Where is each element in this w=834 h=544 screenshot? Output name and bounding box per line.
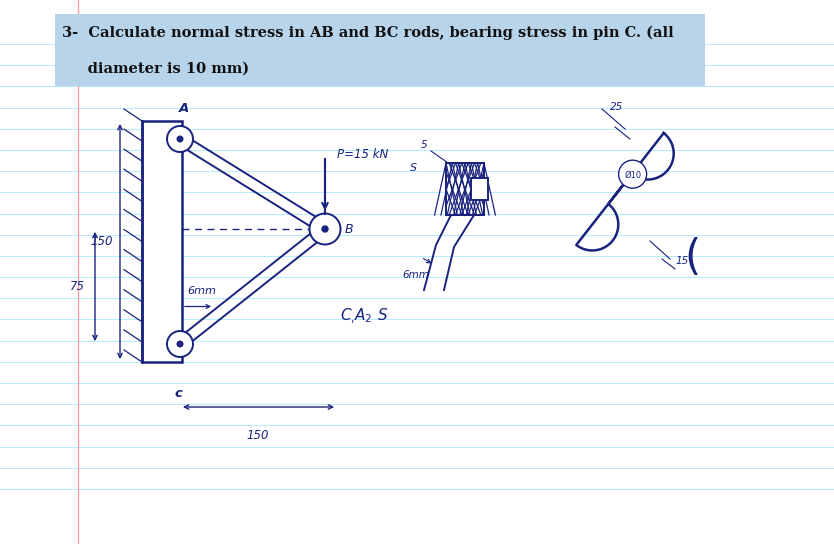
Text: 150: 150	[247, 429, 269, 442]
Circle shape	[309, 213, 340, 244]
Text: 75: 75	[69, 280, 84, 293]
Text: B: B	[345, 222, 354, 236]
Circle shape	[177, 341, 183, 347]
Text: 15: 15	[675, 256, 688, 266]
Text: c: c	[174, 387, 182, 400]
Text: 5: 5	[420, 140, 427, 150]
Text: $C_{,}A_{2}$ S: $C_{,}A_{2}$ S	[340, 306, 388, 326]
Bar	[55, 14, 705, 86]
Text: Ø10: Ø10	[624, 171, 641, 180]
Circle shape	[322, 226, 328, 232]
Circle shape	[167, 331, 193, 357]
Circle shape	[619, 160, 646, 188]
Text: A: A	[178, 102, 189, 115]
Bar	[446, 163, 484, 215]
Text: 25: 25	[610, 102, 623, 112]
Text: diameter is 10 mm): diameter is 10 mm)	[62, 62, 249, 76]
Bar	[142, 121, 182, 362]
Text: 6mm: 6mm	[187, 287, 216, 296]
Text: P=15 kN: P=15 kN	[337, 147, 389, 160]
Text: 3-  Calculate normal stress in AB and BC rods, bearing stress in pin C. (all: 3- Calculate normal stress in AB and BC …	[62, 26, 674, 40]
Circle shape	[167, 126, 193, 152]
Circle shape	[177, 136, 183, 142]
Text: 150: 150	[91, 235, 113, 248]
Text: 6mm: 6mm	[403, 270, 430, 280]
Bar	[446, 163, 484, 215]
Text: (: (	[684, 237, 701, 280]
Text: S: S	[410, 163, 418, 173]
Bar	[471, 178, 488, 200]
